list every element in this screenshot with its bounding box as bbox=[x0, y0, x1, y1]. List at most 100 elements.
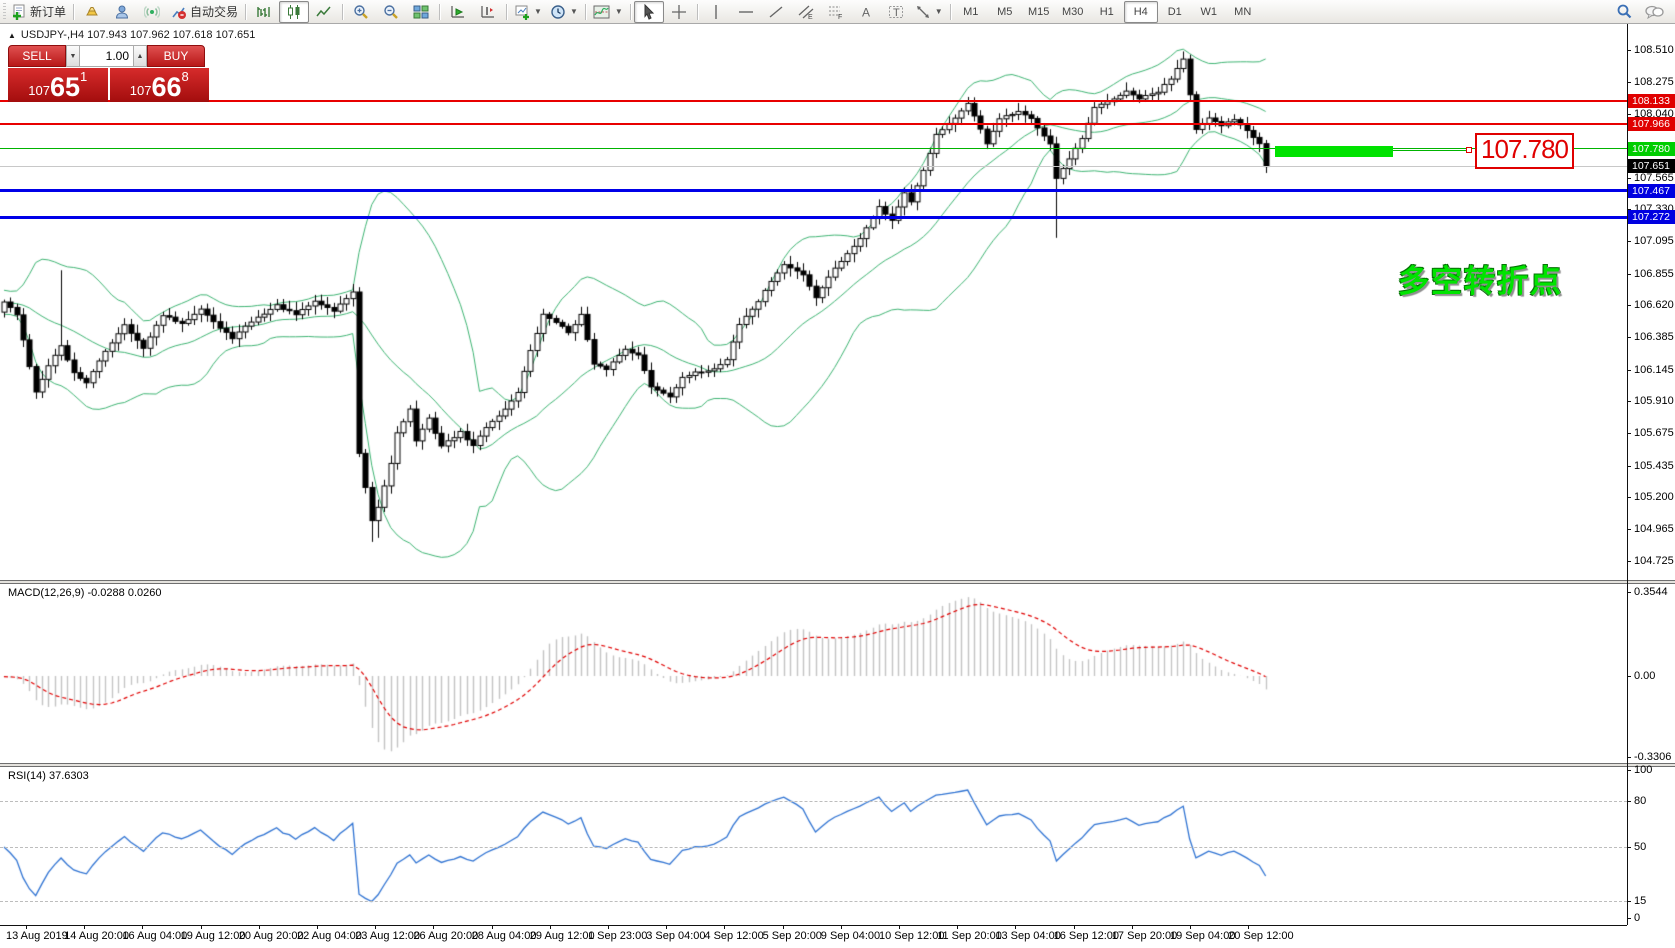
time-axis-tick bbox=[258, 925, 260, 929]
auto-scroll-button[interactable] bbox=[443, 1, 473, 23]
price-axis-label: 108.510 bbox=[1634, 44, 1674, 56]
panel-splitter[interactable] bbox=[0, 580, 1675, 584]
price-axis-tick bbox=[1627, 497, 1631, 499]
timeframe-button-d1[interactable]: D1 bbox=[1167, 5, 1182, 18]
fibonacci-tool-button[interactable]: F bbox=[821, 1, 851, 23]
shapes-tool-button[interactable]: ▼ bbox=[911, 1, 947, 23]
time-axis-label: 14 Aug 20:00 bbox=[64, 930, 130, 942]
price-axis-label: 107.095 bbox=[1634, 235, 1674, 248]
time-axis-border bbox=[0, 925, 1627, 926]
pivot-annotation-text[interactable]: 多空转折点 bbox=[1398, 264, 1563, 299]
time-axis-label: 16 Sep 12:00 bbox=[1053, 930, 1120, 942]
community-button[interactable] bbox=[107, 1, 137, 23]
time-axis-label: 1 Sep 23:00 bbox=[588, 930, 648, 942]
periods-button[interactable]: ▼ bbox=[546, 1, 582, 23]
buy-price-base: 107 bbox=[129, 83, 152, 98]
chat-button[interactable] bbox=[1639, 1, 1669, 23]
buy-button[interactable]: BUY bbox=[147, 45, 205, 67]
new-chart-button[interactable]: ▼ bbox=[510, 1, 546, 23]
timeframe-button-mn[interactable]: MN bbox=[1234, 5, 1252, 18]
sell-button[interactable]: SELL bbox=[8, 45, 66, 67]
sell-price-quote[interactable]: 107 65 1 bbox=[8, 68, 108, 102]
price-axis-tick bbox=[1627, 337, 1631, 339]
chart-shift-button[interactable] bbox=[473, 1, 503, 23]
pivot-highlight-bar[interactable] bbox=[1275, 146, 1393, 157]
time-axis-label: 26 Aug 20:00 bbox=[413, 930, 479, 942]
time-axis-tick bbox=[1248, 925, 1250, 929]
time-axis-tick bbox=[1015, 925, 1017, 929]
time-axis-label: 3 Sep 04:00 bbox=[646, 930, 706, 942]
new-order-button[interactable]: 新订单 bbox=[7, 1, 70, 23]
trendline-tool-button[interactable] bbox=[761, 1, 791, 23]
price-axis-tick bbox=[1627, 465, 1631, 467]
pivot-price-label[interactable]: 107.780 bbox=[1475, 133, 1574, 169]
timeframe-button-m15[interactable]: M15 bbox=[1028, 5, 1050, 18]
resistance-line-108133[interactable] bbox=[0, 99, 1627, 102]
crosshair-tool-button[interactable] bbox=[664, 1, 694, 23]
rsi-indicator-canvas[interactable] bbox=[0, 767, 1627, 925]
rsi-label: RSI(14) 37.6303 bbox=[8, 770, 89, 782]
cursor-tool-button[interactable] bbox=[633, 0, 664, 23]
symbol-ohlc-text: USDJPY-,H4 107.943 107.962 107.618 107.6… bbox=[20, 29, 256, 41]
horizontal-line-tool-button[interactable] bbox=[731, 1, 761, 23]
price-axis-tick bbox=[1627, 113, 1631, 115]
rsi-axis-label: 0 bbox=[1634, 912, 1641, 924]
time-axis-label: 29 Aug 12:00 bbox=[529, 930, 595, 942]
time-axis-tick bbox=[200, 925, 202, 929]
zoom-out-button[interactable] bbox=[376, 1, 406, 23]
text-tool-button[interactable]: A bbox=[851, 1, 881, 23]
time-axis-tick bbox=[491, 925, 493, 929]
toolbar-grip[interactable] bbox=[3, 2, 6, 21]
volume-increase-button[interactable]: ▲ bbox=[133, 45, 147, 67]
volume-decrease-button[interactable]: ▼ bbox=[66, 45, 80, 67]
zoom-in-icon bbox=[353, 4, 369, 20]
support-line-107467[interactable] bbox=[0, 189, 1627, 193]
signals-button[interactable] bbox=[137, 1, 167, 23]
clock-icon bbox=[550, 4, 566, 20]
candlestick-mode-button[interactable] bbox=[279, 0, 310, 23]
channel-tool-button[interactable]: E bbox=[791, 1, 821, 23]
current-price-line[interactable] bbox=[0, 165, 1627, 167]
text-label-icon: T bbox=[888, 4, 904, 20]
volume-input[interactable] bbox=[80, 45, 133, 67]
vertical-line-icon bbox=[708, 4, 724, 20]
indicators-button[interactable]: ▼ bbox=[589, 1, 627, 23]
resistance-line-107966[interactable] bbox=[0, 122, 1627, 125]
vertical-line-tool-button[interactable] bbox=[701, 1, 731, 23]
panel-splitter[interactable] bbox=[0, 763, 1675, 767]
search-button[interactable] bbox=[1609, 1, 1639, 23]
toolbar-separator bbox=[503, 2, 510, 22]
autotrading-button[interactable]: 自动交易 bbox=[167, 1, 242, 23]
macd-indicator-canvas[interactable] bbox=[0, 584, 1627, 763]
support-line-107272[interactable] bbox=[0, 215, 1627, 219]
collapse-arrow-icon[interactable]: ▲ bbox=[8, 30, 16, 40]
timeframe-button-h4[interactable]: H4 bbox=[1123, 0, 1158, 23]
price-axis-label: 105.200 bbox=[1634, 491, 1674, 504]
zoom-in-button[interactable] bbox=[346, 1, 376, 23]
timeframe-button-w1[interactable]: W1 bbox=[1200, 5, 1217, 18]
bar-chart-mode-button[interactable] bbox=[249, 1, 279, 23]
macd-axis-tick bbox=[1627, 592, 1631, 593]
rsi-axis-tick bbox=[1627, 901, 1631, 902]
macd-axis-label: 0.00 bbox=[1634, 670, 1656, 682]
tile-windows-button[interactable] bbox=[406, 1, 436, 23]
price-chart-canvas[interactable] bbox=[0, 24, 1627, 580]
timeframe-button-m1[interactable]: M1 bbox=[963, 5, 979, 18]
cursor-icon bbox=[641, 3, 657, 20]
text-label-tool-button[interactable]: T bbox=[881, 1, 911, 23]
gold-symbol-button[interactable] bbox=[77, 1, 107, 23]
line-chart-mode-button[interactable] bbox=[309, 1, 339, 23]
timeframe-button-h1[interactable]: H1 bbox=[1099, 5, 1114, 18]
timeframe-button-m5[interactable]: M5 bbox=[997, 5, 1013, 18]
timeframe-button-m30[interactable]: M30 bbox=[1062, 5, 1084, 18]
time-axis-tick bbox=[1073, 925, 1075, 929]
rsi-level-line-80 bbox=[0, 800, 1627, 802]
rsi-axis-tick bbox=[1627, 918, 1631, 919]
pivot-line-107780[interactable] bbox=[0, 148, 1627, 150]
dropdown-arrow-icon: ▼ bbox=[934, 7, 943, 16]
price-axis-label: 107.565 bbox=[1634, 171, 1674, 184]
buy-price-quote[interactable]: 107 66 8 bbox=[109, 68, 209, 102]
trendline-handle[interactable] bbox=[1466, 147, 1472, 153]
time-axis-label: 19 Sep 04:00 bbox=[1170, 930, 1236, 942]
macd-label: MACD(12,26,9) -0.0288 0.0260 bbox=[8, 587, 162, 599]
